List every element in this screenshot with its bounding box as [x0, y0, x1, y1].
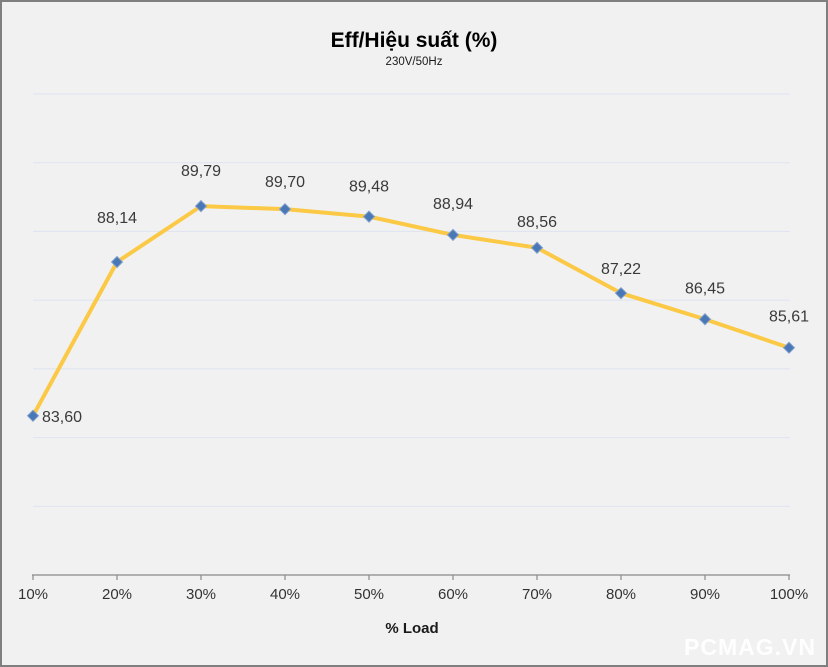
x-tick-label: 50%	[354, 586, 384, 603]
data-point-marker	[362, 210, 376, 223]
data-point-marker	[278, 202, 292, 216]
data-label: 83,60	[42, 409, 82, 426]
x-tick-label: 30%	[186, 586, 216, 603]
data-point-marker	[194, 199, 208, 213]
data-label: 89,48	[349, 179, 389, 196]
chart-title: Eff/Hiệu suất (%)	[330, 29, 498, 52]
data-label: 86,45	[685, 280, 725, 297]
data-point-marker	[26, 409, 40, 423]
data-point-marker	[446, 228, 460, 242]
chart-subtitle: 230V/50Hz	[385, 56, 443, 68]
x-tick-label: 40%	[270, 586, 300, 603]
x-axis-title: % Load	[385, 620, 439, 637]
data-label: 85,61	[769, 309, 809, 326]
x-tick-label: 60%	[438, 586, 468, 603]
data-label: 88,94	[433, 196, 473, 213]
data-label: 88,14	[97, 210, 137, 227]
x-tick-label: 100%	[770, 586, 808, 603]
data-point-marker	[698, 313, 712, 326]
data-point-marker	[614, 286, 628, 300]
x-tick-label: 20%	[102, 586, 132, 603]
watermark-text: PCMAG.VN	[684, 634, 816, 660]
x-tick-label: 10%	[18, 586, 48, 603]
efficiency-line	[31, 204, 791, 418]
x-tick-label: 90%	[690, 586, 720, 603]
data-label: 89,79	[181, 163, 221, 180]
x-tick-label: 80%	[606, 586, 636, 603]
data-point-marker	[110, 255, 124, 269]
x-tick-label: 70%	[522, 586, 552, 603]
data-label: 87,22	[601, 261, 641, 278]
data-point-marker	[782, 341, 796, 354]
data-label: 89,70	[265, 174, 305, 191]
data-label: 88,56	[517, 214, 557, 231]
data-point-marker	[530, 241, 544, 254]
